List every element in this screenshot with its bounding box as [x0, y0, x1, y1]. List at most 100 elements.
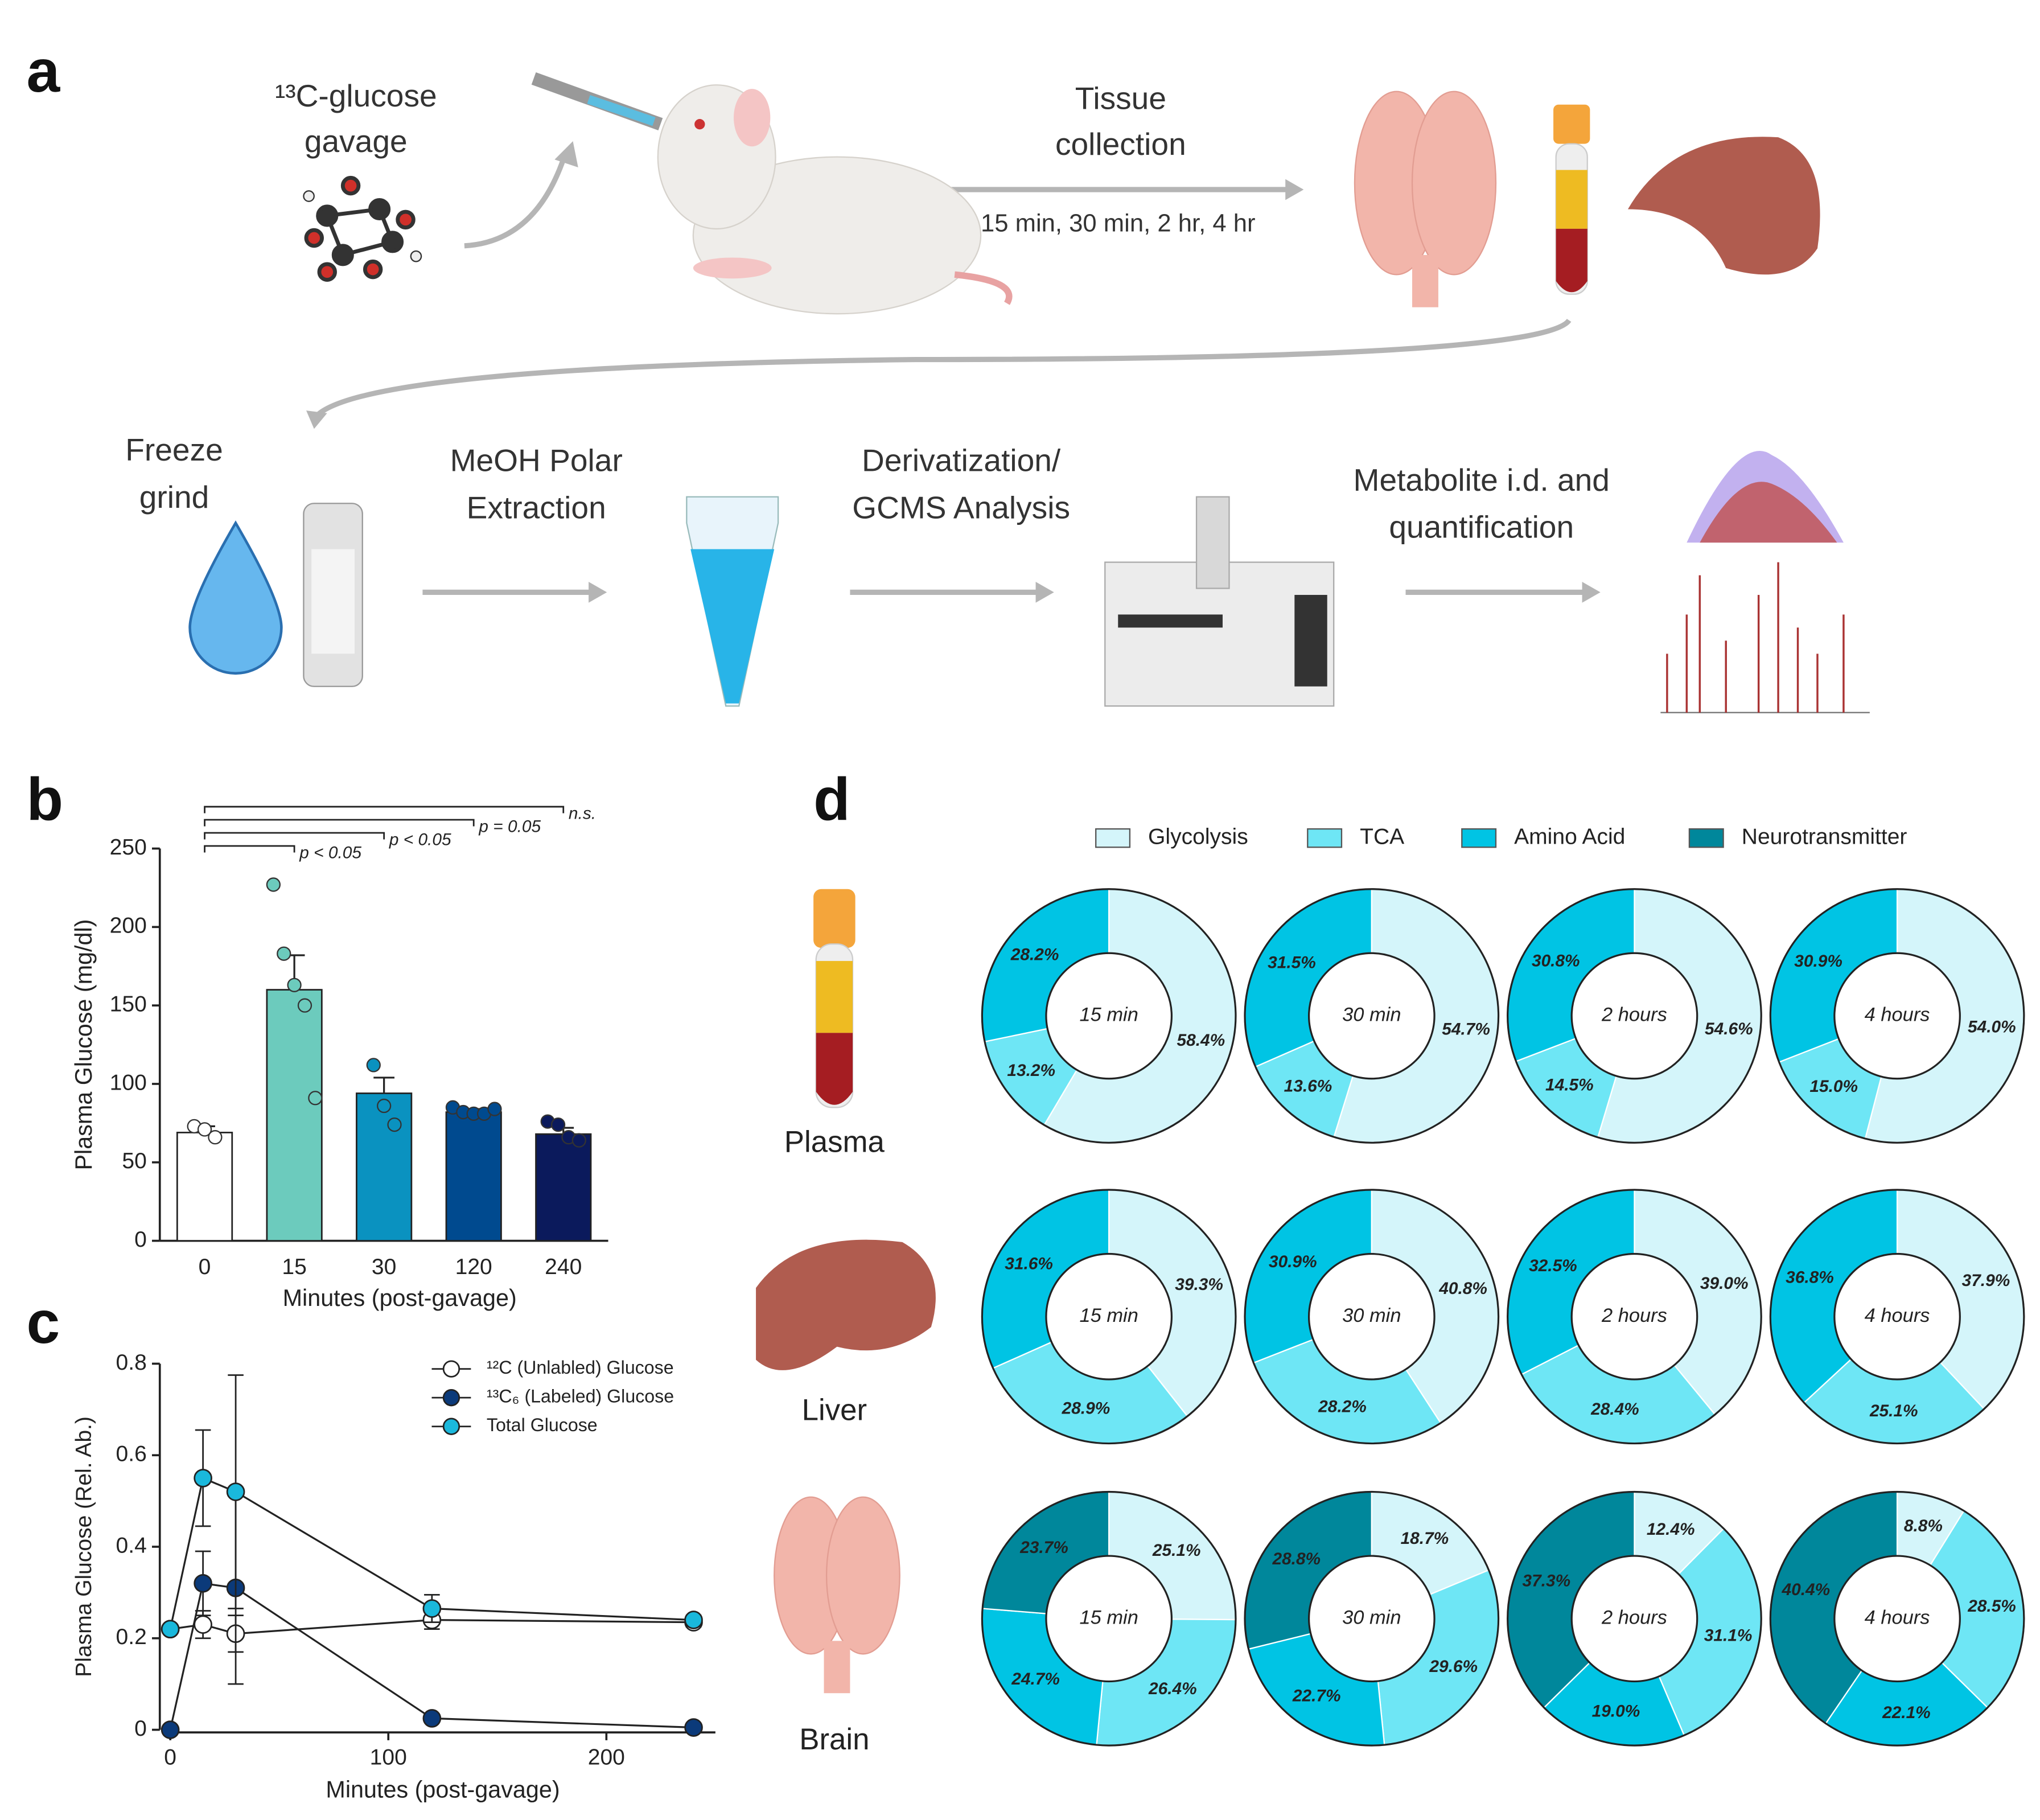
data-label: 8.8%	[1904, 1517, 1943, 1535]
data-label: 13.6%	[1284, 1077, 1332, 1095]
data-label: 30.9%	[1794, 952, 1842, 971]
panel-label: d	[813, 766, 850, 833]
data-point	[197, 1122, 212, 1137]
data-label: 23.7%	[1019, 1538, 1068, 1557]
x-tick-label: 0	[164, 1745, 176, 1769]
y-tick-label: 150	[110, 992, 147, 1016]
data-label: 13.2%	[1007, 1061, 1055, 1080]
step-label: collection	[1055, 126, 1186, 162]
panel-label: c	[27, 1289, 60, 1356]
bar	[176, 1132, 233, 1242]
donut-outline	[1769, 1490, 2025, 1747]
bar	[356, 1092, 413, 1242]
x-tick-label: 15	[282, 1255, 306, 1279]
donut-hole	[1833, 952, 1961, 1080]
legend-label: Amino Acid	[1514, 824, 1625, 849]
step-label: Tissue	[1075, 80, 1166, 116]
legend-label: ¹²C (Unlabled) Glucose	[487, 1357, 674, 1378]
data-label: 18.7%	[1401, 1529, 1449, 1548]
donut-hole	[1833, 1252, 1961, 1381]
donut-center-label: 2 hours	[1601, 1305, 1667, 1326]
donut-outline	[981, 1189, 1237, 1445]
mouse-illustration	[531, 72, 1013, 315]
donut-outline	[981, 1490, 1237, 1747]
donut-outline	[1769, 888, 2025, 1144]
donut-outline	[1769, 1189, 2025, 1445]
donut-hole	[1045, 1555, 1173, 1683]
y-tick-label: 0.6	[116, 1442, 147, 1466]
data-label: 54.0%	[1968, 1018, 2016, 1037]
x-tick-label: 200	[588, 1745, 625, 1769]
y-tick-label: 0.4	[116, 1533, 147, 1558]
donut-center-label: 4 hours	[1865, 1607, 1930, 1628]
data-label: 29.6%	[1429, 1657, 1478, 1676]
data-point	[684, 1718, 703, 1737]
data-label: 19.0%	[1592, 1702, 1640, 1721]
y-axis-label: Plasma Glucose (mg/dl)	[71, 919, 97, 1170]
data-label: 28.8%	[1272, 1550, 1321, 1568]
donut-center-label: 30 min	[1342, 1305, 1401, 1326]
panel-label: b	[27, 766, 64, 833]
x-axis-label: Minutes (post-gavage)	[326, 1776, 560, 1802]
data-point	[684, 1611, 703, 1629]
row-icons	[756, 889, 936, 1694]
data-point	[377, 1098, 392, 1114]
x-tick-label: 120	[455, 1255, 492, 1279]
data-point	[550, 1117, 566, 1132]
data-label: 25.1%	[1869, 1402, 1918, 1420]
data-label: 31.1%	[1704, 1626, 1753, 1645]
data-label: 40.8%	[1438, 1279, 1487, 1298]
donut-center-label: 4 hours	[1865, 1004, 1930, 1026]
data-point	[194, 1469, 212, 1488]
donut-hole	[1307, 952, 1436, 1080]
data-label: 36.8%	[1786, 1268, 1834, 1287]
tissue-illustration	[1354, 91, 1820, 307]
legend-marker	[442, 1389, 460, 1407]
data-label: 28.2%	[1318, 1397, 1367, 1416]
data-point	[161, 1720, 180, 1739]
legend-label: ¹³C₆ (Labeled) Glucose	[487, 1386, 674, 1407]
data-label: 37.9%	[1962, 1271, 2010, 1290]
process-illustration	[188, 451, 1870, 713]
data-point	[487, 1102, 502, 1116]
donut-hole	[1570, 1555, 1698, 1683]
significance-bracket	[204, 845, 295, 853]
donut-center-label: 30 min	[1342, 1004, 1401, 1026]
data-label: 26.4%	[1148, 1679, 1197, 1698]
donut-outline	[1244, 888, 1500, 1144]
step-label: Metabolite i.d. and	[1354, 462, 1610, 498]
data-point	[277, 946, 291, 961]
step-label: ¹³C-glucose	[275, 78, 437, 113]
donut-center-label: 15 min	[1079, 1004, 1138, 1026]
glucose-molecule	[303, 175, 422, 282]
data-label: 28.2%	[1010, 946, 1059, 964]
panel-label: a	[27, 38, 61, 105]
y-tick-label: 50	[122, 1149, 146, 1173]
data-point	[308, 1091, 323, 1106]
row-label: Liver	[802, 1393, 867, 1427]
data-label: 39.0%	[1700, 1274, 1749, 1293]
data-label: 24.7%	[1011, 1670, 1060, 1688]
legend-marker	[442, 1360, 460, 1378]
donut-outline	[1244, 1490, 1500, 1747]
data-point	[194, 1574, 212, 1593]
data-label: 31.5%	[1268, 954, 1316, 972]
data-label: 22.1%	[1882, 1703, 1931, 1722]
step-label: Derivatization/	[862, 443, 1061, 478]
data-label: 22.7%	[1292, 1686, 1341, 1705]
data-label: 58.4%	[1177, 1031, 1225, 1050]
donut-outline	[1244, 1189, 1500, 1445]
donut-center-label: 2 hours	[1601, 1004, 1667, 1026]
significance-label: n.s.	[569, 804, 596, 823]
data-point	[226, 1482, 245, 1501]
bar	[535, 1133, 592, 1242]
y-tick-label: 0.2	[116, 1625, 147, 1649]
data-label: 28.4%	[1590, 1400, 1639, 1419]
donut-hole	[1307, 1555, 1436, 1683]
donut-outline	[1507, 1189, 1762, 1445]
data-point	[571, 1133, 586, 1148]
data-point	[208, 1130, 223, 1145]
step-label: quantification	[1389, 510, 1574, 545]
